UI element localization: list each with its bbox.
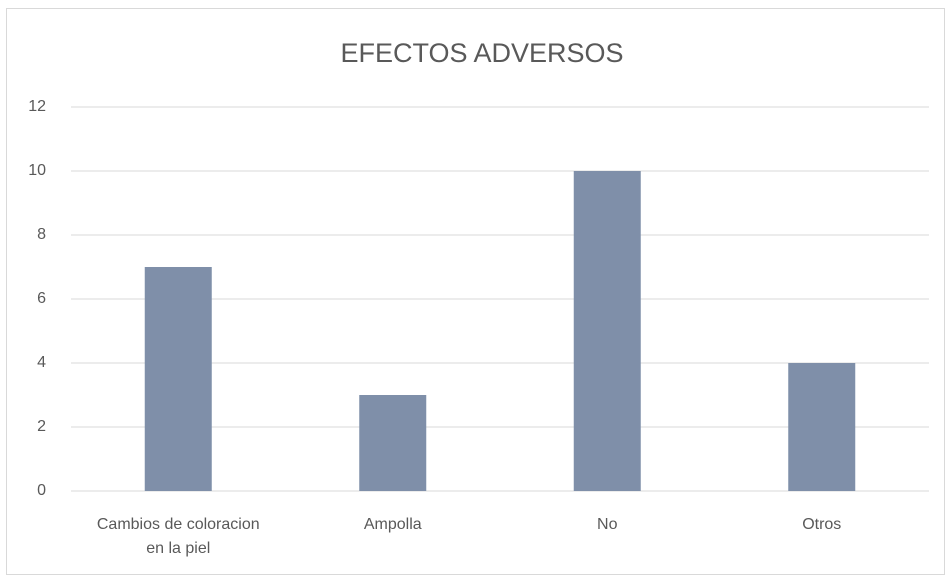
y-tick-label: 2 [37,418,46,435]
bar [573,171,641,491]
y-tick-label: 6 [37,290,46,307]
x-tick-label: Cambios de coloracion en la piel [96,516,260,557]
x-tick-label: Ampolla [363,516,422,533]
y-tick-label: 0 [37,482,46,499]
bar [788,363,856,491]
chart-title: EFECTOS ADVERSOS [340,38,623,68]
y-tick-label: 4 [37,354,46,371]
bar [359,395,427,491]
bar [144,267,212,491]
y-tick-label: 10 [28,162,46,179]
x-tick-label: Otros [802,516,842,533]
y-tick-label: 8 [37,226,46,243]
y-tick-label: 12 [28,98,46,115]
x-tick-label: No [597,516,618,533]
